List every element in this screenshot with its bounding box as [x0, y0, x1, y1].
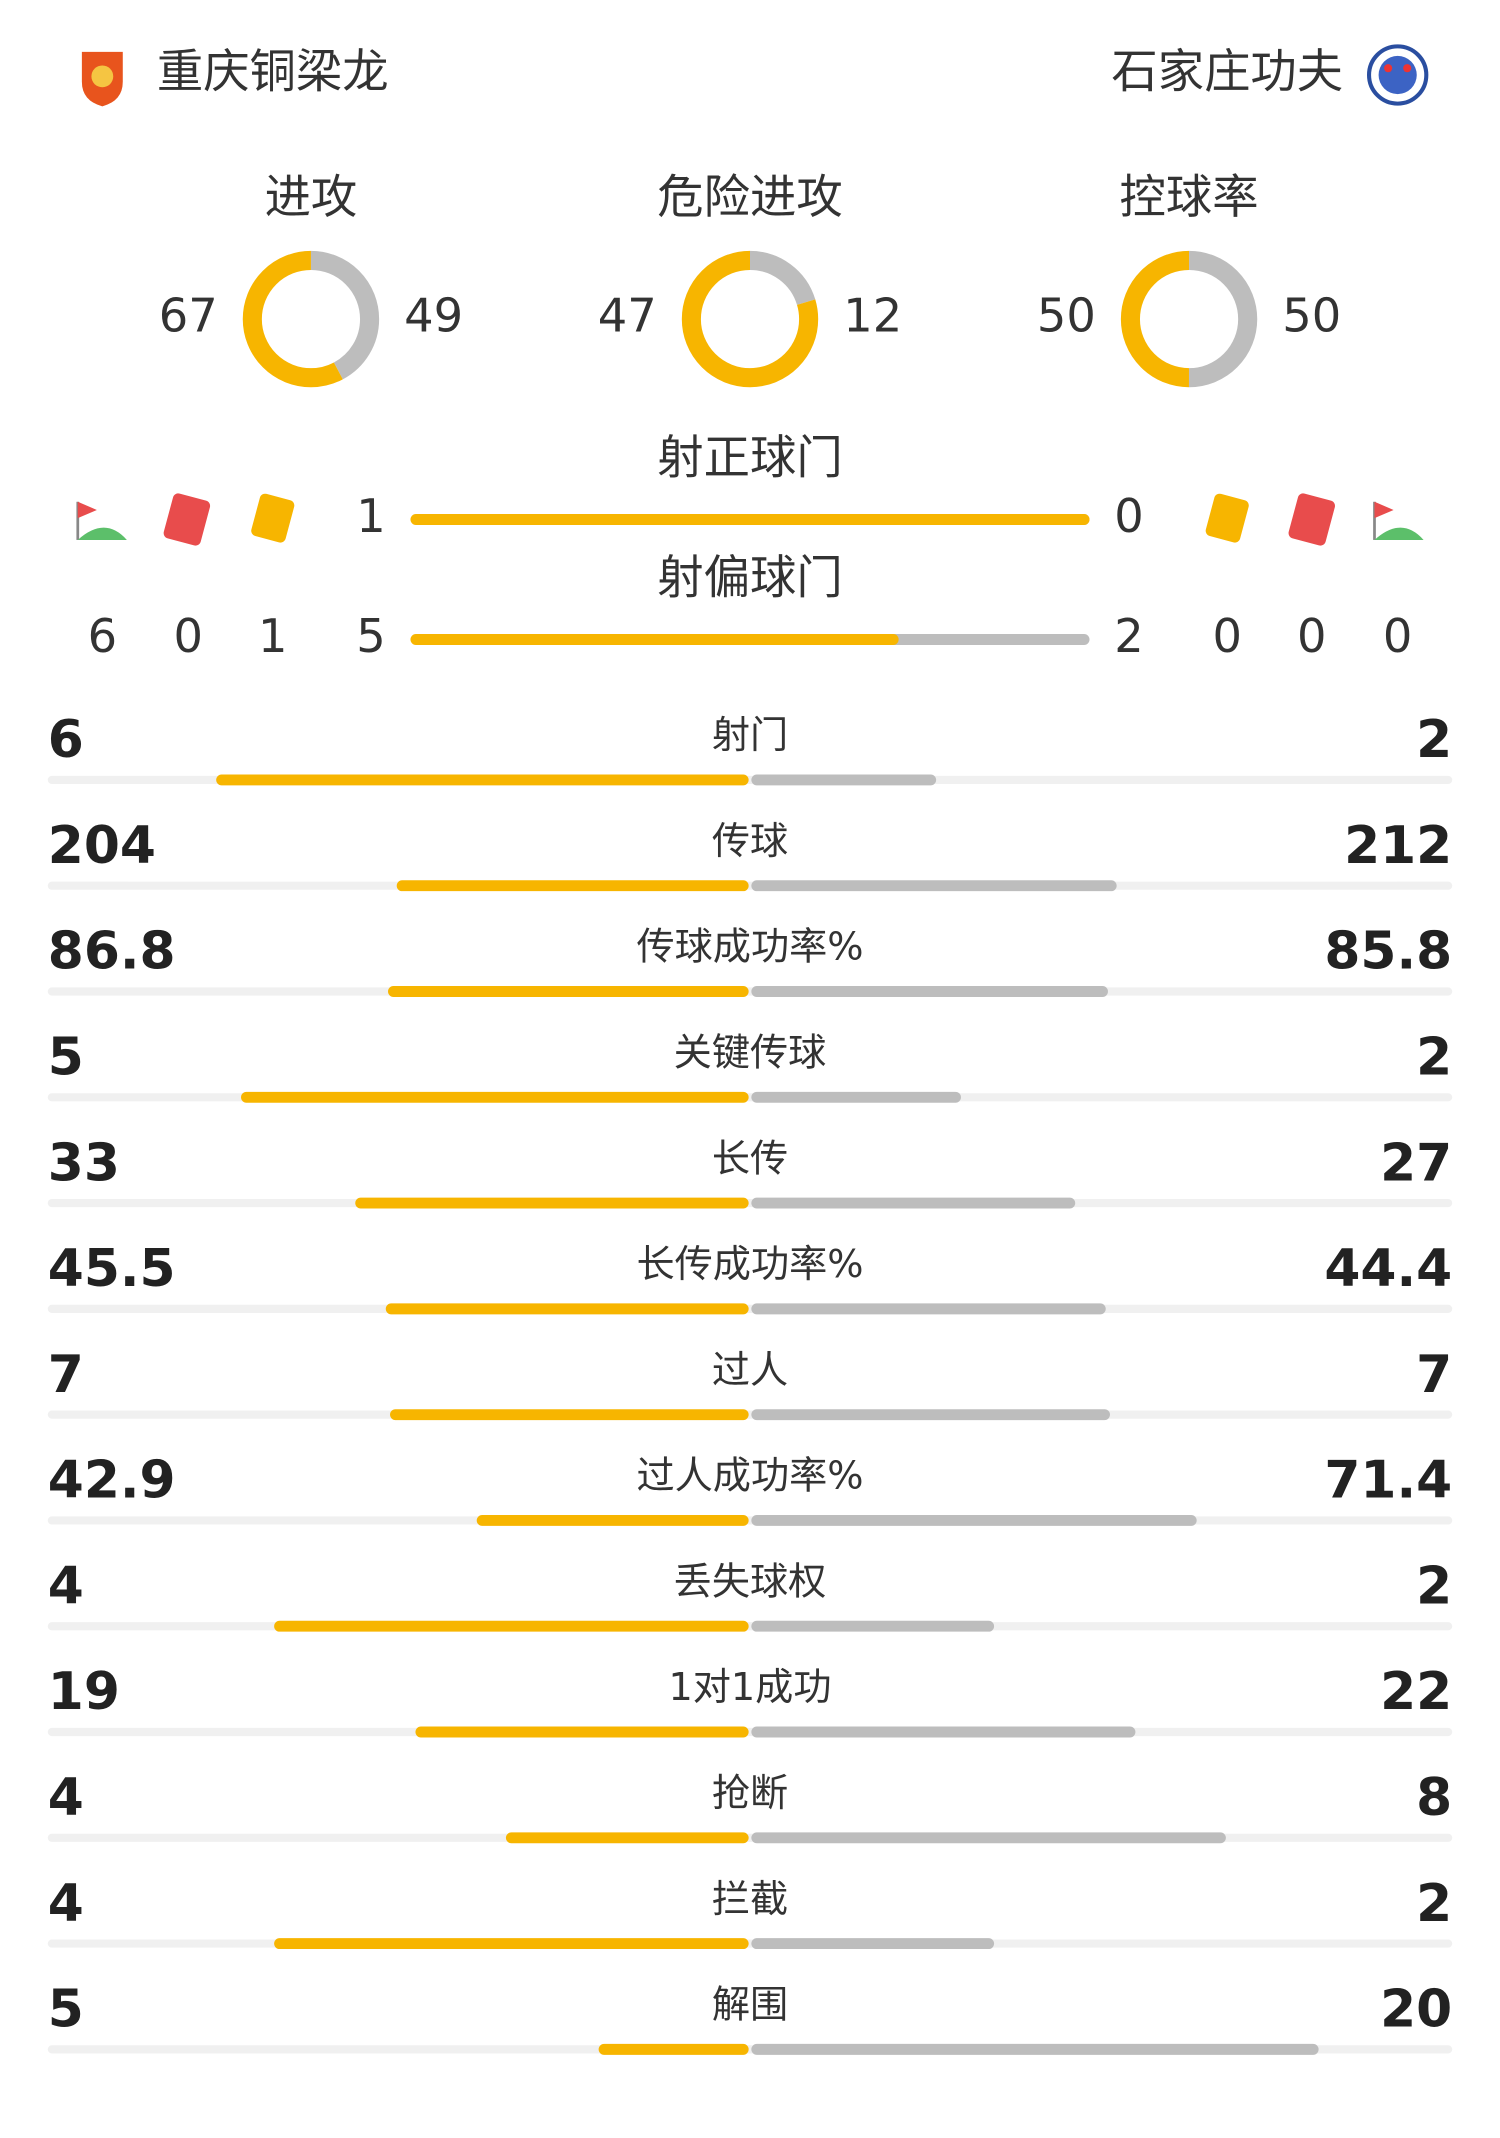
ring-label: 控球率 — [1120, 170, 1259, 224]
shot-label: 射正球门 — [657, 430, 842, 484]
stat-away-value: 2 — [1416, 1556, 1452, 1616]
stat-label: 拦截 — [712, 1878, 788, 1922]
stat-away-value: 7 — [1416, 1345, 1452, 1405]
stat-label: 解围 — [712, 1984, 788, 2028]
stat-home-value: 4 — [48, 1768, 84, 1828]
stat-label: 传球成功率% — [636, 926, 863, 970]
away-yellow-card-icon — [1205, 493, 1249, 543]
stat-away-value: 71.4 — [1324, 1451, 1452, 1511]
ring-label: 危险进攻 — [657, 170, 842, 224]
stat-home-value: 86.8 — [48, 922, 176, 982]
stat-home-value: 204 — [48, 816, 156, 876]
stat-home-value: 19 — [48, 1662, 120, 1722]
stat-label: 丢失球权 — [674, 1560, 827, 1604]
stat-label: 过人成功率% — [636, 1455, 863, 1499]
stat-home-value: 4 — [48, 1556, 84, 1616]
ring-away-value: 50 — [1282, 289, 1341, 343]
away-name: 石家庄功夫 — [1111, 44, 1343, 98]
home-name: 重庆铜梁龙 — [157, 44, 389, 98]
stat-home-value: 4 — [48, 1874, 84, 1934]
ring-home-arc — [1120, 250, 1258, 388]
home-red: 0 — [173, 609, 203, 663]
stat-home-value: 5 — [48, 1980, 84, 2040]
stat-label: 长传成功率% — [636, 1243, 863, 1287]
stat-away-value: 2 — [1416, 710, 1452, 770]
stat-label: 过人 — [712, 1349, 788, 1393]
home-corners: 6 — [88, 609, 117, 663]
away-logo — [1366, 44, 1429, 106]
home-yellow: 1 — [258, 609, 288, 663]
stat-label: 抢断 — [712, 1772, 788, 1816]
home-red-card-icon — [163, 493, 211, 546]
home-yellow-card-icon — [251, 493, 295, 543]
stat-label: 1对1成功 — [668, 1666, 831, 1710]
stat-home-value: 45.5 — [48, 1239, 176, 1299]
stat-away-value: 22 — [1380, 1662, 1452, 1722]
ring-away-value: 49 — [404, 289, 463, 343]
ring-home-arc — [681, 250, 819, 388]
away-corners: 0 — [1383, 609, 1413, 663]
shot-away-value: 0 — [1114, 489, 1144, 543]
away-red-card-icon — [1288, 493, 1335, 546]
stat-away-value: 2 — [1416, 1027, 1452, 1087]
stat-away-value: 85.8 — [1324, 922, 1452, 982]
home-logo — [81, 51, 123, 107]
away-yellow: 0 — [1212, 609, 1242, 663]
ring-away-arc — [242, 250, 380, 388]
shot-label: 射偏球门 — [657, 550, 842, 604]
stat-label: 长传 — [712, 1137, 788, 1181]
away-corner-icon — [1373, 501, 1424, 540]
stat-home-value: 33 — [48, 1133, 120, 1193]
away-red: 0 — [1297, 609, 1327, 663]
stat-away-value: 212 — [1344, 816, 1452, 876]
stat-away-value: 8 — [1416, 1768, 1452, 1828]
ring-home-value: 50 — [1037, 289, 1096, 343]
shot-home-value: 5 — [356, 609, 385, 663]
stat-home-value: 42.9 — [48, 1451, 176, 1511]
stat-home-value: 7 — [48, 1345, 84, 1405]
shot-home-value: 1 — [356, 489, 385, 543]
shot-away-value: 2 — [1114, 609, 1144, 663]
stat-label: 关键传球 — [674, 1032, 827, 1076]
stat-away-value: 2 — [1416, 1874, 1452, 1934]
stat-label: 传球 — [712, 820, 788, 864]
stat-away-value: 44.4 — [1324, 1239, 1452, 1299]
ring-home-value: 47 — [598, 289, 657, 343]
ring-label: 进攻 — [265, 170, 358, 224]
home-corner-icon — [76, 501, 127, 540]
stat-away-value: 27 — [1380, 1133, 1452, 1193]
stat-home-value: 6 — [48, 710, 84, 770]
ring-away-value: 12 — [843, 289, 902, 343]
stat-home-value: 5 — [48, 1027, 84, 1087]
stat-label: 射门 — [712, 714, 788, 758]
stat-away-value: 20 — [1380, 1980, 1452, 2040]
ring-home-value: 67 — [159, 289, 218, 343]
